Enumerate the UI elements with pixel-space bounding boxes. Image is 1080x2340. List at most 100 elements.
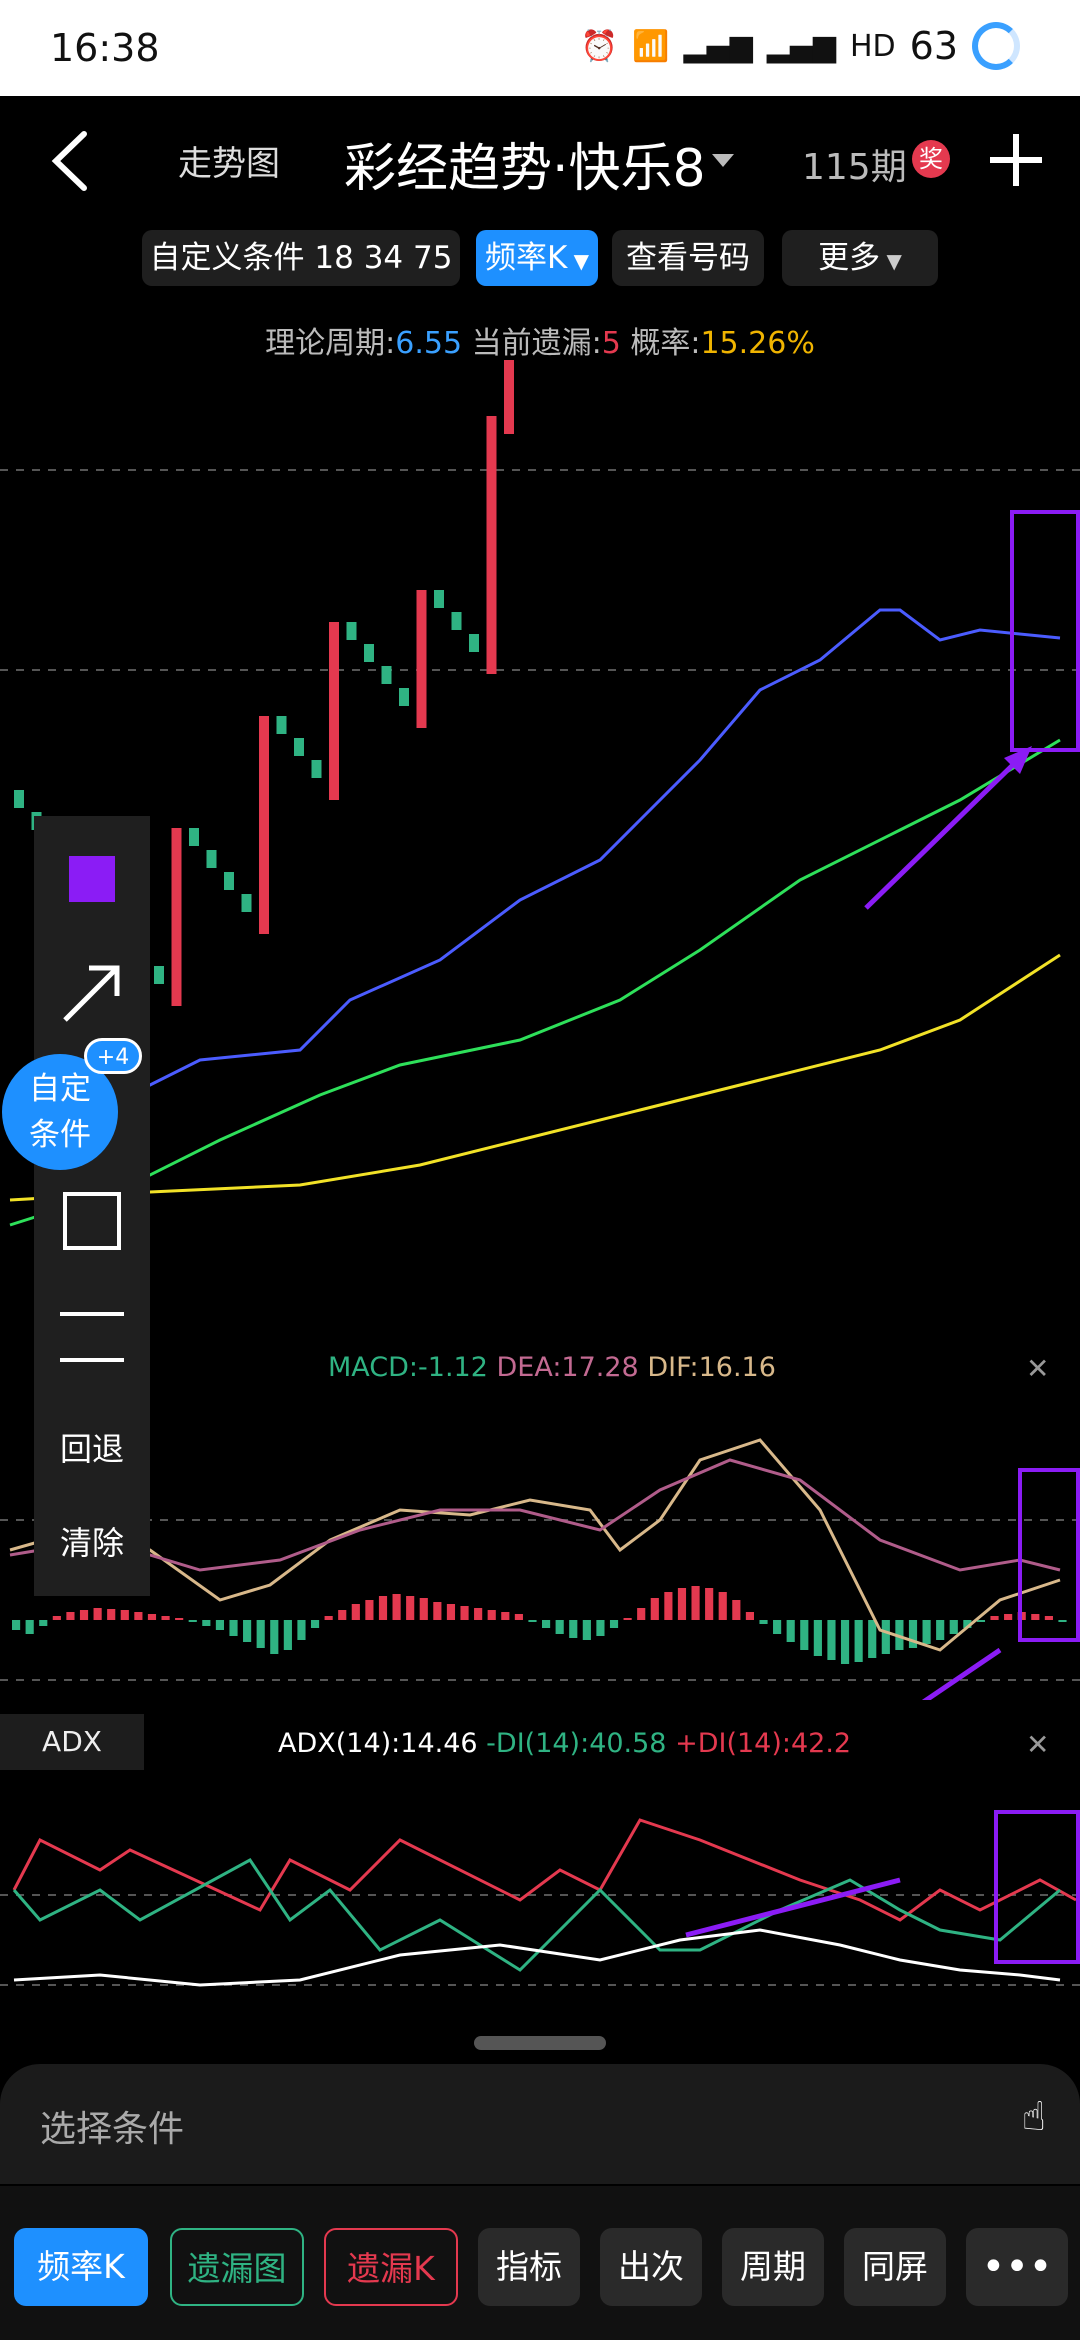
down-candle (311, 760, 322, 778)
macd-bar (786, 1620, 795, 1642)
macd-bar (446, 1604, 456, 1620)
macd-bar (161, 1616, 170, 1620)
tab-freq-k[interactable]: 频率K (14, 2228, 148, 2306)
macd-bar (256, 1620, 265, 1648)
plus-icon[interactable] (986, 130, 1046, 190)
macd-bar (378, 1596, 388, 1620)
arrow-icon (63, 965, 120, 1022)
undo-button[interactable]: 回退 (59, 1430, 124, 1468)
more-dropdown[interactable]: 更多 ▼ (782, 230, 938, 286)
macd-bar (120, 1610, 129, 1620)
close-adx-icon[interactable]: ✕ (1026, 1728, 1050, 1761)
custom-condition-fab[interactable]: 自定 条件 (2, 1054, 118, 1170)
stats-line: 理论周期:6.55 当前遗漏:5 概率:15.26% (0, 318, 1080, 362)
macd-bar (881, 1620, 890, 1654)
tab-miss-chart[interactable]: 遗漏图 (170, 2228, 304, 2306)
freq-k-dropdown[interactable]: 频率K ▼ (476, 230, 598, 286)
adx-tag[interactable]: ADX (0, 1714, 144, 1770)
dea-line (9, 1458, 1061, 1572)
annotation-arrow (921, 1647, 1002, 1700)
signal-icon: ▂▄▆ (683, 28, 753, 64)
chart-type-label[interactable]: 走势图 (178, 144, 280, 184)
macd-chart[interactable] (0, 1400, 1080, 1700)
tab-occurrence[interactable]: 出次 (600, 2228, 702, 2306)
tab-same-screen[interactable]: 同屏 (844, 2228, 946, 2306)
pointer-hand-icon[interactable]: ☝ (1021, 2094, 1046, 2140)
back-icon[interactable] (38, 126, 108, 196)
annotation-rectangle (1010, 510, 1080, 752)
tab-miss-k[interactable]: 遗漏K (324, 2228, 458, 2306)
parallel-line-tool-button[interactable] (34, 1312, 150, 1362)
adx-chart[interactable] (0, 1780, 1080, 2010)
macd-bar (215, 1620, 224, 1630)
macd-bar (12, 1620, 21, 1630)
macd-bar (691, 1586, 700, 1620)
down-candle (434, 590, 444, 608)
macd-bar (283, 1620, 292, 1650)
macd-bar (351, 1604, 360, 1620)
down-candle (346, 622, 357, 640)
macd-bar (908, 1620, 918, 1648)
macd-bar (514, 1614, 523, 1620)
tab-indicator[interactable]: 指标 (478, 2228, 580, 2306)
macd-bar (813, 1620, 822, 1656)
macd-bar (664, 1592, 673, 1620)
period-value: 6.55 (395, 326, 463, 361)
annotation-arrowhead (1004, 746, 1032, 774)
macd-bar (990, 1616, 999, 1620)
down-candle (14, 790, 24, 808)
chevron-down-icon: ▼ (880, 249, 902, 273)
condition-bar[interactable]: 选择条件 ☝ (0, 2064, 1080, 2184)
arrow-tool-button[interactable] (34, 958, 150, 1032)
macd-readout: MACD:-1.12 DEA:17.28 DIF:16.16 (328, 1352, 776, 1383)
custom-condition-button[interactable]: 自定义条件 18 34 75 (142, 230, 460, 286)
macd-bar (433, 1602, 442, 1620)
macd-bar (840, 1620, 850, 1664)
signal-icon-2: ▂▄▆ (766, 28, 836, 64)
macd-bar (745, 1612, 754, 1620)
macd-bar (134, 1612, 143, 1620)
clear-button[interactable]: 清除 (59, 1524, 124, 1562)
drag-handle[interactable] (474, 2036, 606, 2050)
tab-cycle[interactable]: 周期 (722, 2228, 824, 2306)
macd-bar (270, 1620, 279, 1654)
down-candle (364, 644, 374, 662)
view-numbers-button[interactable]: 查看号码 (612, 230, 764, 286)
fab-line2: 条件 (29, 1117, 91, 1153)
macd-bar (229, 1620, 238, 1636)
minus-di-line (12, 1858, 1061, 1972)
prize-badge[interactable]: 奖 (912, 140, 950, 178)
page-title[interactable]: 彩经趋势·快乐8 (344, 139, 706, 199)
macd-bar (474, 1608, 483, 1620)
macd-bar (542, 1620, 551, 1628)
kline-chart[interactable] (0, 360, 1080, 1260)
down-candle (206, 850, 217, 868)
color-picker-button[interactable] (34, 856, 150, 902)
macd-bar (609, 1620, 619, 1628)
macd-bar (1004, 1614, 1013, 1620)
wifi-icon: 📶 (632, 28, 670, 64)
more-icon[interactable]: ••• (966, 2228, 1068, 2306)
macd-bar (1031, 1614, 1040, 1620)
fab-count-badge: +4 (84, 1038, 142, 1074)
macd-bar (25, 1620, 34, 1634)
macd-bar (147, 1614, 157, 1620)
up-candle (171, 828, 182, 1006)
macd-bar (759, 1620, 768, 1624)
macd-bar (107, 1609, 116, 1620)
up-candle (329, 622, 339, 800)
title-dropdown-icon[interactable] (712, 154, 734, 167)
rectangle-tool-button[interactable] (34, 1192, 150, 1250)
up-candle (504, 360, 514, 434)
down-candle (189, 828, 199, 846)
drawing-tools-panel: 回退 清除 (34, 816, 150, 1596)
plus-di-line (12, 1818, 1077, 1922)
issue-count[interactable]: 115期 (802, 147, 907, 188)
macd-bar (406, 1596, 415, 1620)
adx-value: ADX(14):14.46 (278, 1728, 478, 1759)
macd-bar (297, 1620, 306, 1640)
dea-value: DEA:17.28 (496, 1352, 639, 1383)
annotation-rectangle (1018, 1468, 1080, 1642)
down-candle (294, 738, 304, 756)
close-macd-icon[interactable]: ✕ (1026, 1352, 1050, 1385)
